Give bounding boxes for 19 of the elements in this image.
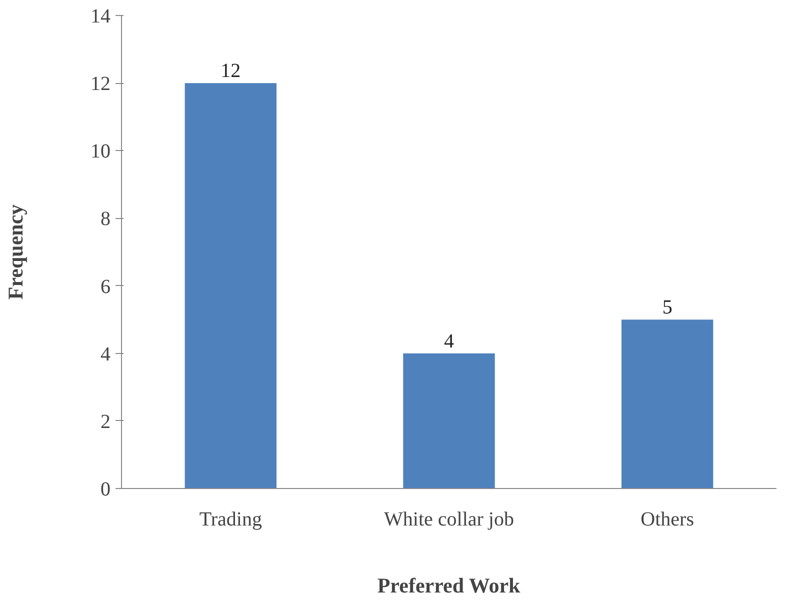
- bar: [621, 320, 714, 488]
- data-label: 12: [220, 60, 241, 82]
- bar: [403, 353, 495, 488]
- y-tick-label: 14: [90, 6, 110, 28]
- y-tick-label: 6: [100, 276, 110, 298]
- y-tick-label: 10: [90, 140, 110, 163]
- y-tick-label: 4: [100, 343, 110, 366]
- x-tick-label: Trading: [199, 508, 262, 530]
- y-axis-title: Frequency: [4, 204, 28, 300]
- y-tick-label: 0: [100, 478, 110, 500]
- x-axis-title: Preferred Work: [377, 574, 521, 598]
- data-label: 5: [662, 296, 672, 319]
- y-tick-label: 8: [100, 208, 110, 230]
- bar: [184, 83, 277, 488]
- x-tick-label: White collar job: [384, 508, 514, 530]
- x-tick-label: Others: [640, 508, 694, 530]
- y-tick-label: 2: [100, 410, 110, 433]
- data-label: 4: [444, 330, 454, 352]
- y-tick-label: 12: [90, 73, 110, 96]
